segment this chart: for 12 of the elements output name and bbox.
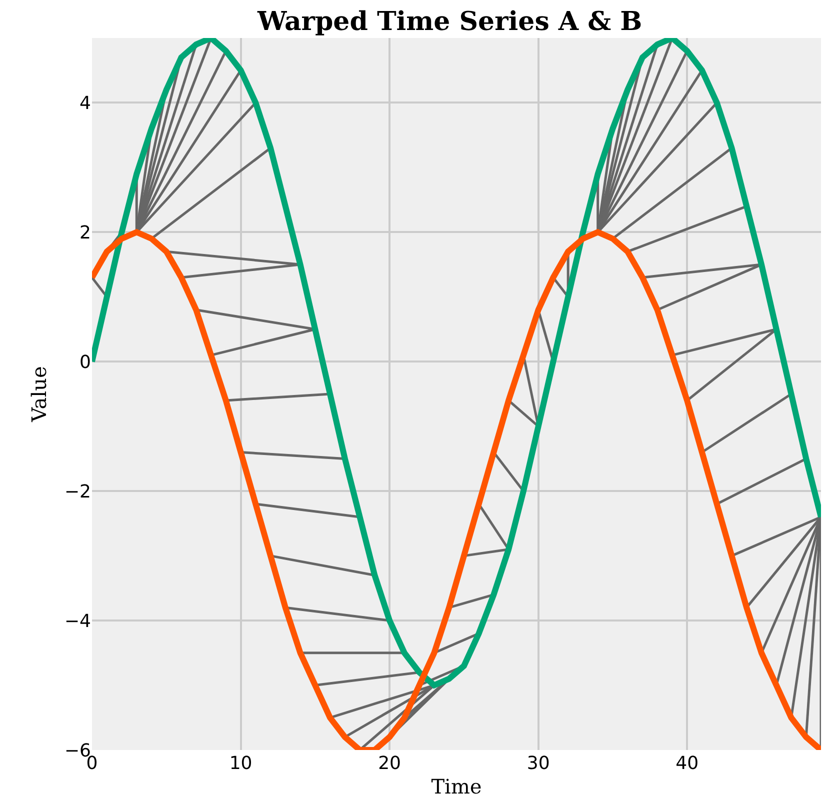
y-tick-label: −4 xyxy=(64,610,91,632)
y-tick-label: 0 xyxy=(80,352,91,373)
x-tick-label: 30 xyxy=(526,753,550,774)
x-tick-label: 40 xyxy=(676,753,699,774)
x-tick-label: 10 xyxy=(229,753,252,774)
y-tick-label: −2 xyxy=(64,481,91,502)
y-tick-label: 2 xyxy=(80,222,91,244)
chart-title: Warped Time Series A & B xyxy=(256,7,642,38)
x-tick-label: 20 xyxy=(378,753,402,774)
y-tick-label: 4 xyxy=(80,93,91,114)
y-axis-title: Value xyxy=(26,366,51,423)
x-axis-title: Time xyxy=(431,774,482,798)
